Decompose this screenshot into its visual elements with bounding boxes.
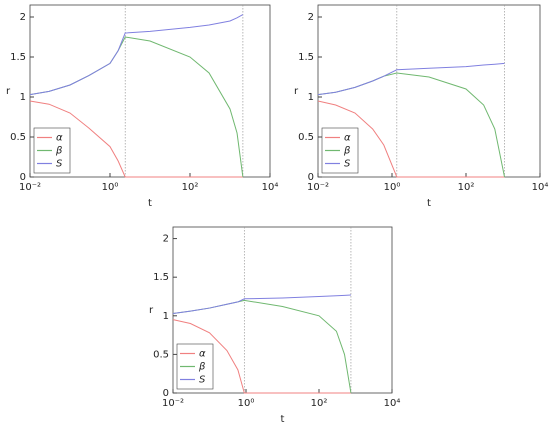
legend-label: β — [198, 362, 206, 373]
x-tick-label: 10⁻² — [307, 182, 329, 193]
y-tick-label: 1 — [20, 92, 26, 103]
legend-label: S — [199, 375, 206, 386]
y-axis-label: r — [294, 86, 299, 97]
x-tick-label: 10⁰ — [102, 182, 119, 193]
x-tick-label: 10² — [458, 182, 475, 193]
y-tick-label: 1 — [163, 311, 169, 322]
series-line — [172, 319, 351, 394]
y-tick-label: 0.5 — [153, 349, 169, 360]
x-tick-label: 10⁴ — [384, 398, 401, 409]
y-tick-label: 0.5 — [10, 132, 26, 143]
series-line — [29, 14, 244, 96]
legend-label: α — [56, 133, 63, 144]
y-tick-label: 1.5 — [153, 272, 169, 283]
x-axis-label: t — [427, 198, 431, 209]
x-axis-label: t — [148, 198, 152, 209]
series-line — [172, 294, 351, 314]
legend-label: α — [199, 349, 206, 360]
y-axis-label: r — [6, 86, 11, 97]
series-line — [317, 62, 505, 96]
y-tick-label: 1.5 — [10, 52, 26, 63]
y-tick-label: 0.5 — [298, 132, 314, 143]
x-tick-label: 10² — [311, 398, 328, 409]
y-tick-label: 0 — [163, 388, 169, 399]
x-tick-label: 10⁻² — [162, 398, 184, 409]
series-line — [317, 100, 505, 178]
x-axis-label: t — [281, 414, 285, 425]
y-tick-label: 2 — [308, 12, 314, 23]
x-tick-label: 10² — [182, 182, 199, 193]
legend-label: S — [56, 159, 63, 170]
x-tick-label: 10⁴ — [532, 182, 549, 193]
legend-label: α — [344, 133, 351, 144]
y-tick-label: 2 — [20, 12, 26, 23]
legend-label: S — [344, 159, 351, 170]
x-tick-label: 10⁰ — [384, 182, 401, 193]
x-tick-label: 10⁰ — [238, 398, 255, 409]
legend-label: β — [55, 146, 63, 157]
y-tick-label: 0 — [308, 172, 314, 183]
y-axis-label: r — [149, 305, 154, 316]
y-tick-label: 1 — [308, 92, 314, 103]
y-tick-label: 0 — [20, 172, 26, 183]
series-line — [29, 100, 243, 178]
x-tick-label: 10⁴ — [262, 182, 279, 193]
y-tick-label: 1.5 — [298, 52, 314, 63]
x-tick-label: 10⁻² — [19, 182, 41, 193]
y-tick-label: 2 — [163, 234, 169, 245]
legend-label: β — [343, 146, 351, 157]
